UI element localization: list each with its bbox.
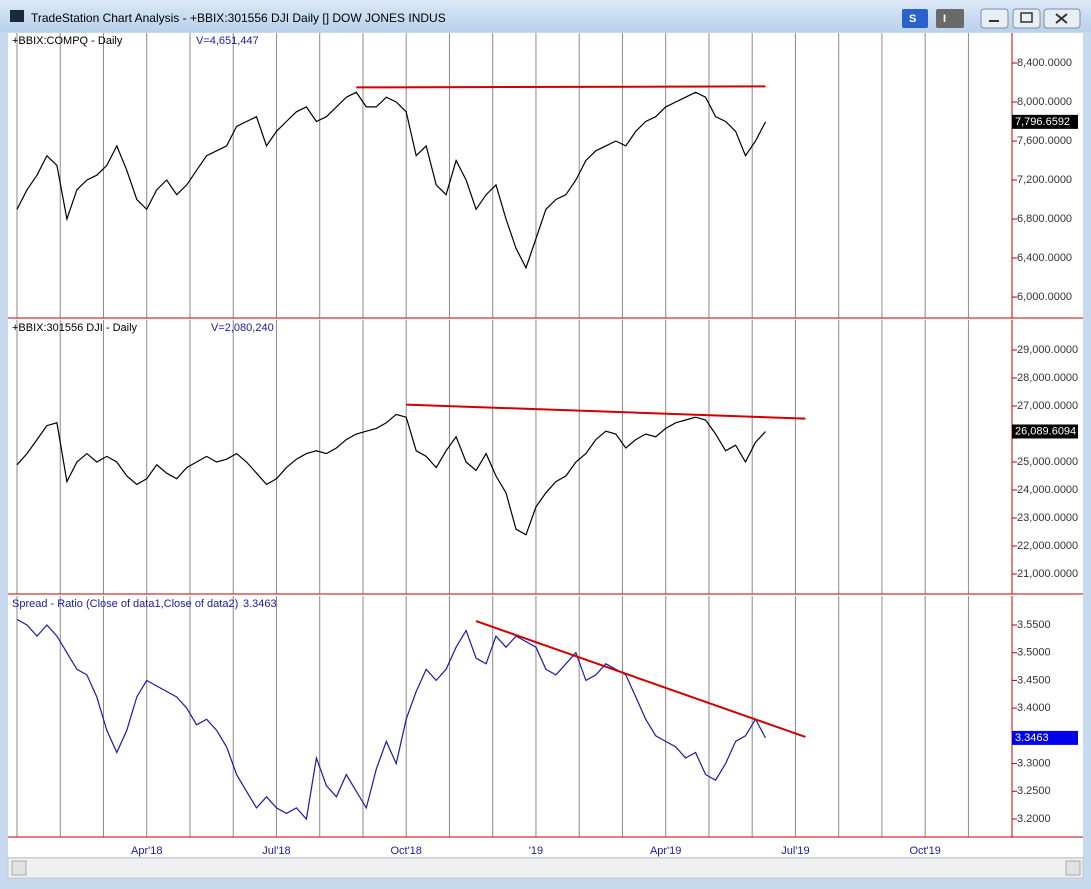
y-tick-label: 7,200.0000 [1017, 174, 1072, 186]
last-value-box [1012, 114, 1078, 129]
minimize-icon [989, 20, 999, 22]
y-tick-label: 8,400.0000 [1017, 57, 1072, 69]
panel-title: +BBIX:COMPQ - Daily [12, 35, 123, 47]
panel-value: 3.3463 [243, 598, 277, 610]
scroll-right[interactable] [1065, 860, 1081, 876]
y-tick-label: 6,800.0000 [1017, 213, 1072, 225]
panel-value: V=2,080,240 [211, 322, 274, 334]
y-tick-label: 25,000.0000 [1017, 456, 1078, 468]
y-tick-label: 3.4000 [1017, 702, 1051, 714]
y-tick-label: 3.5500 [1017, 619, 1051, 631]
y-tick-label: 3.2500 [1017, 785, 1051, 797]
panel-value: V=4,651,447 [196, 35, 259, 47]
x-tick-label: '19 [529, 845, 543, 857]
series-line [16, 91, 767, 270]
x-tick-label: Oct'19 [909, 845, 940, 857]
y-tick-label: 23,000.0000 [1017, 512, 1078, 524]
y-tick-label: 3.3000 [1017, 757, 1051, 769]
y-tick-label: 3.4500 [1017, 674, 1051, 686]
x-tick-label: Apr'18 [131, 845, 162, 857]
y-tick-label: 28,000.0000 [1017, 372, 1078, 384]
series-line [16, 618, 767, 821]
trend-line [406, 403, 806, 420]
maximize-button[interactable] [1012, 8, 1041, 29]
trend-line [356, 85, 766, 89]
last-value-label: 26,089.6094 [1015, 425, 1076, 437]
panel-title: +BBIX:301556 DJI - Daily [12, 322, 138, 334]
button-s-label: S [909, 13, 916, 25]
maximize-icon [1020, 12, 1033, 23]
y-tick-label: 21,000.0000 [1017, 568, 1078, 580]
x-tick-label: Apr'19 [650, 845, 681, 857]
trend-line [475, 620, 806, 738]
y-tick-label: 3.5000 [1017, 647, 1051, 659]
y-tick-label: 24,000.0000 [1017, 484, 1078, 496]
y-tick-label: 27,000.0000 [1017, 400, 1078, 412]
close-icon [1055, 13, 1068, 24]
x-tick-label: Jul'19 [781, 845, 809, 857]
window-title: TradeStation Chart Analysis - +BBIX:3015… [31, 11, 446, 25]
last-value-label: 7,796.6592 [1015, 116, 1070, 128]
chart-area [8, 33, 1083, 857]
y-tick-label: 22,000.0000 [1017, 540, 1078, 552]
y-tick-label: 7,600.0000 [1017, 135, 1072, 147]
minimize-button[interactable] [980, 8, 1009, 29]
panel-title: Spread - Ratio (Close of data1,Close of … [12, 598, 238, 610]
scroll-bar[interactable] [7, 857, 1084, 879]
y-tick-label: 6,400.0000 [1017, 252, 1072, 264]
button-s[interactable] [902, 9, 928, 28]
y-tick-label: 6,000.0000 [1017, 291, 1072, 303]
last-value-box [1012, 424, 1078, 439]
y-tick-label: 29,000.0000 [1017, 344, 1078, 356]
button-i-label: I [943, 13, 946, 25]
app-icon [10, 10, 24, 22]
button-i[interactable] [936, 9, 964, 28]
last-value-box [1012, 730, 1078, 745]
x-tick-label: Jul'18 [262, 845, 290, 857]
plot: +BBIX:COMPQ - Daily V=4,651,447 8,400.0000… [8, 33, 1083, 857]
y-tick-label: 3.2000 [1017, 813, 1051, 825]
x-tick-label: Oct'18 [390, 845, 421, 857]
y-tick-label: 8,000.0000 [1017, 96, 1072, 108]
last-value-label: 3.3463 [1015, 732, 1049, 744]
scroll-left[interactable] [11, 860, 27, 876]
series-line [16, 413, 766, 536]
